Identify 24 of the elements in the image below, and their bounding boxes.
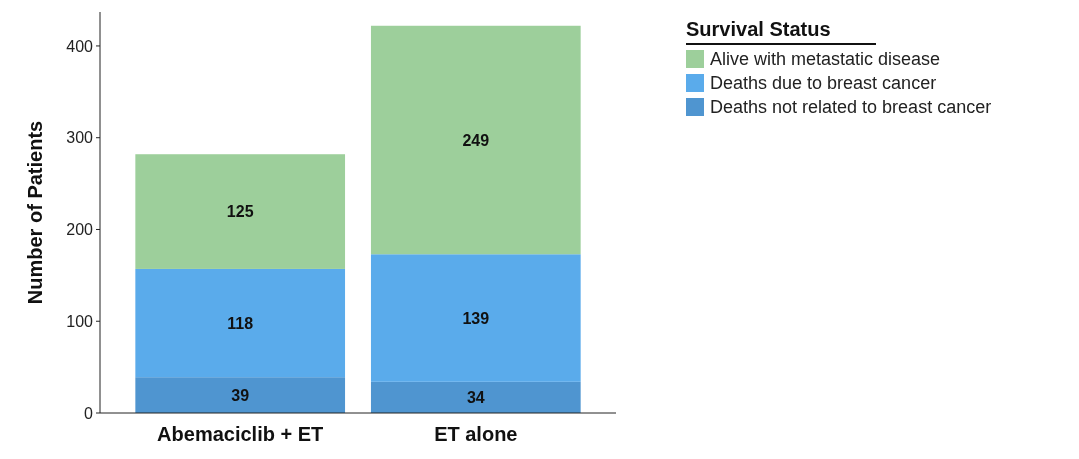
- y-tick-label: 300: [66, 129, 94, 147]
- legend-label: Deaths due to breast cancer: [710, 73, 937, 94]
- data-label: 34: [466, 389, 485, 406]
- bar: [135, 154, 346, 269]
- bar: [135, 268, 346, 378]
- x-tick-label: ET alone: [434, 423, 518, 445]
- y-tick-label: 200: [66, 221, 94, 239]
- data-label: 125: [226, 203, 254, 221]
- legend-label: Alive with metastatic disease: [710, 49, 941, 70]
- x-tick-label: Abemaciclib + ET: [157, 423, 324, 445]
- y-tick-label: 0: [84, 404, 94, 422]
- data-label: 39: [231, 386, 250, 404]
- y-tick-label: 400: [66, 37, 94, 55]
- legend-label: Deaths not related to breast cancer: [710, 97, 992, 118]
- bar: [370, 254, 581, 382]
- bar: [370, 381, 581, 413]
- bar: [370, 25, 581, 255]
- legend-title: Survival Status: [686, 18, 831, 40]
- data-label: 118: [227, 314, 254, 332]
- bar: [135, 377, 346, 413]
- data-label: 139: [462, 309, 490, 327]
- y-axis-title: Number of Patients: [24, 120, 46, 305]
- y-tick-label: 100: [66, 312, 94, 330]
- data-label: 249: [462, 131, 490, 149]
